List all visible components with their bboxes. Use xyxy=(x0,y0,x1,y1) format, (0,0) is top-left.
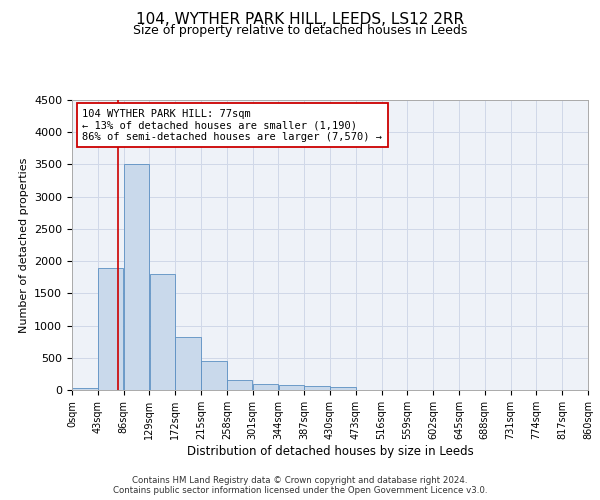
Bar xyxy=(72,388,98,390)
Text: Size of property relative to detached houses in Leeds: Size of property relative to detached ho… xyxy=(133,24,467,37)
Bar xyxy=(330,387,356,390)
X-axis label: Distribution of detached houses by size in Leeds: Distribution of detached houses by size … xyxy=(187,444,473,458)
Bar xyxy=(253,384,278,390)
Bar xyxy=(278,386,304,390)
Text: 104 WYTHER PARK HILL: 77sqm
← 13% of detached houses are smaller (1,190)
86% of : 104 WYTHER PARK HILL: 77sqm ← 13% of det… xyxy=(82,108,382,142)
Bar xyxy=(98,268,124,390)
Bar xyxy=(304,386,330,390)
Text: Contains HM Land Registry data © Crown copyright and database right 2024.
Contai: Contains HM Land Registry data © Crown c… xyxy=(113,476,487,495)
Text: 104, WYTHER PARK HILL, LEEDS, LS12 2RR: 104, WYTHER PARK HILL, LEEDS, LS12 2RR xyxy=(136,12,464,28)
Bar xyxy=(227,380,253,390)
Bar xyxy=(175,336,201,390)
Bar xyxy=(149,274,175,390)
Bar xyxy=(124,164,149,390)
Y-axis label: Number of detached properties: Number of detached properties xyxy=(19,158,29,332)
Bar xyxy=(201,361,227,390)
